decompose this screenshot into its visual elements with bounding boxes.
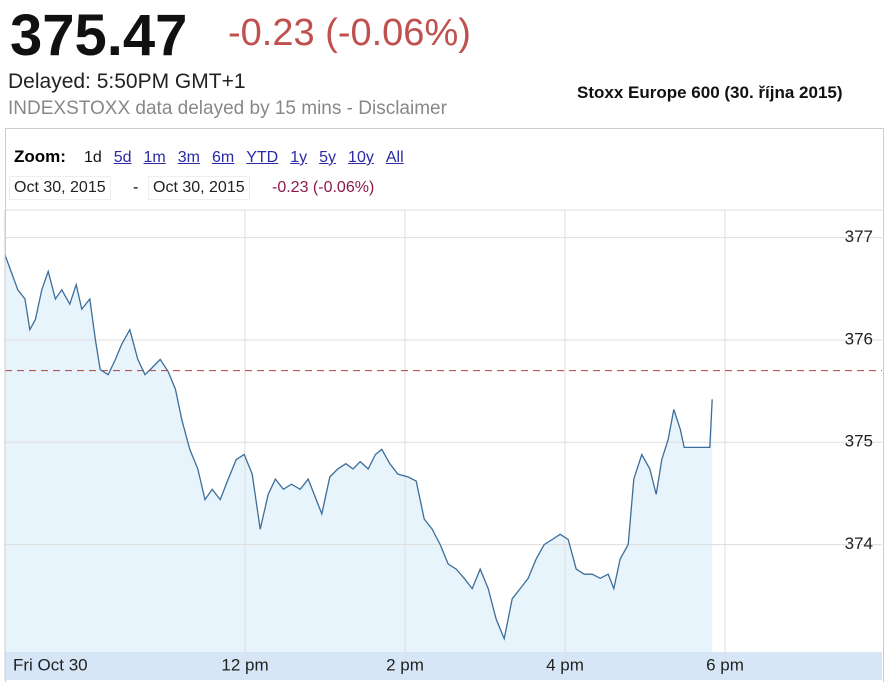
price-line — [4, 254, 713, 641]
start-date[interactable]: Oct 30, 2015 — [9, 176, 111, 200]
x-tick-label: 2 pm — [386, 655, 424, 674]
zoom-label: Zoom: — [14, 147, 66, 166]
zoom-option[interactable]: YTD — [246, 149, 279, 166]
subtitle: Stoxx Europe 600 (30. října 2015) — [577, 83, 843, 102]
zoom-option[interactable]: 6m — [212, 149, 235, 166]
x-tick-label: 6 pm — [706, 655, 744, 674]
price: 375.47 — [10, 3, 188, 68]
delayed: Delayed: 5:50PM GMT+1 — [8, 70, 246, 93]
range-change: -0.23 (-0.06%) — [272, 179, 375, 196]
date-separator: - — [133, 179, 139, 196]
end-date[interactable]: Oct 30, 2015 — [148, 176, 250, 200]
change: -0.23 (-0.06%) — [228, 12, 471, 54]
disclaimer[interactable]: INDEXSTOXX data delayed by 15 mins - Dis… — [8, 98, 447, 119]
zoom-bar: Zoom: 1d 5d 1m 3m 6m YTD 1y 5y 10y All — [14, 147, 404, 167]
x-axis-band — [5, 652, 882, 680]
area — [5, 255, 713, 652]
zoom-option[interactable]: 3m — [177, 149, 200, 166]
x-tick-label: 4 pm — [546, 655, 584, 674]
x-tick-label: Fri Oct 30 — [13, 655, 88, 674]
zoom-option[interactable]: 1m — [143, 149, 166, 166]
zoom-option[interactable]: 5d — [113, 149, 132, 166]
y-tick-label: 376 — [845, 329, 873, 348]
zoom-option[interactable]: All — [385, 149, 404, 166]
y-tick-label: 374 — [845, 534, 873, 553]
zoom-option[interactable]: 1d — [83, 149, 102, 166]
zoom-option[interactable]: 1y — [290, 149, 308, 166]
zoom-option[interactable]: 5y — [319, 149, 337, 166]
y-tick-label: 375 — [845, 432, 873, 451]
x-tick-label: 12 pm — [221, 655, 268, 674]
y-tick-label: 377 — [845, 227, 873, 246]
zoom-option[interactable]: 10y — [348, 149, 374, 166]
